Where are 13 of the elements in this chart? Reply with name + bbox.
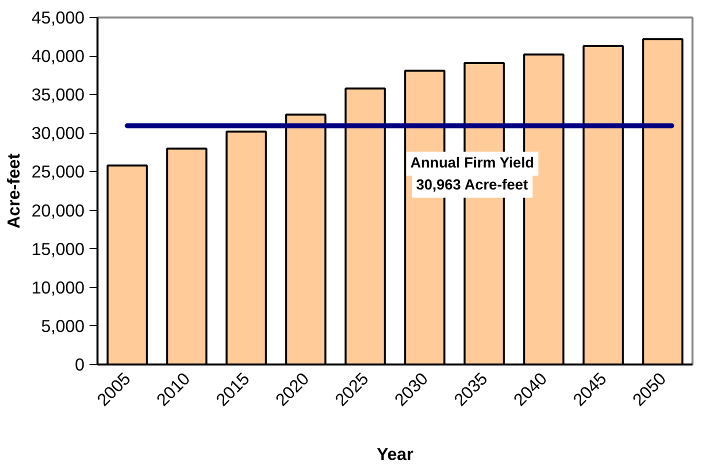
y-tick-label: 40,000	[32, 46, 84, 66]
y-tick-label: 5,000	[41, 316, 85, 336]
y-tick-label: 45,000	[32, 8, 84, 28]
y-tick-label: 0	[74, 354, 85, 374]
y-tick-label: 10,000	[32, 277, 84, 298]
y-tick-label: 30,000	[32, 123, 84, 144]
y-tick-label: 15,000	[32, 238, 84, 259]
y-tick-label: 35,000	[32, 84, 84, 105]
ref-line-label: Annual Firm Yield 30,963 Acre-feet	[410, 156, 534, 194]
y-tick-label: 20,000	[32, 200, 84, 220]
y-tick-label: 25,000	[32, 162, 84, 182]
y-axis-title: Acre-feet	[4, 153, 24, 229]
x-axis-title: Year	[376, 444, 414, 464]
